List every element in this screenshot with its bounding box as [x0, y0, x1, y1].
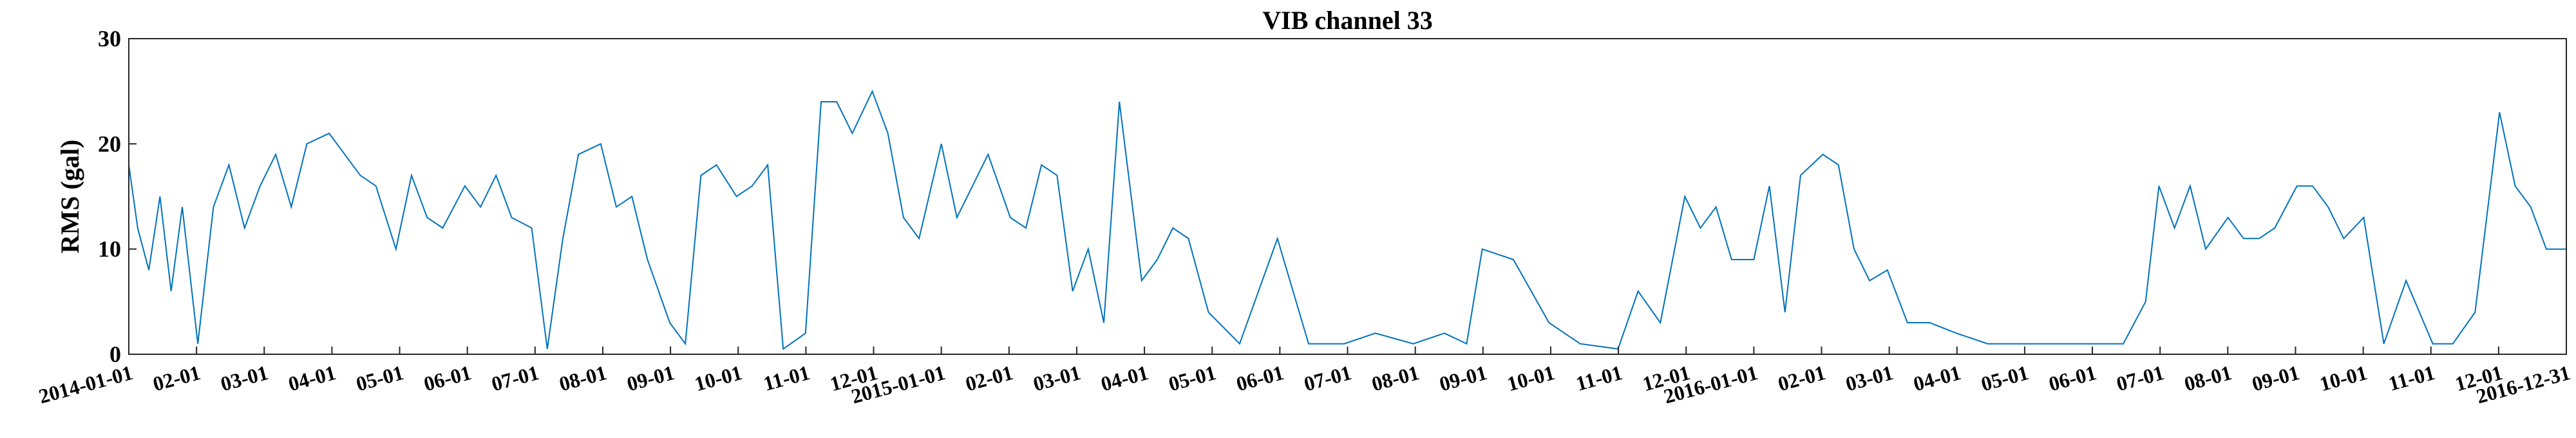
x-tick-label: 08-01 — [1369, 361, 1421, 395]
plot-area — [128, 90, 2566, 350]
y-tick-label: 10 — [98, 236, 121, 262]
y-tick-label: 30 — [98, 26, 121, 52]
x-tick-label: 03-01 — [1843, 361, 1895, 395]
x-tick-label: 09-01 — [2249, 361, 2302, 395]
series-line-0 — [128, 90, 2566, 350]
y-tick-label: 20 — [98, 131, 121, 157]
x-tick-label: 10-01 — [2317, 361, 2369, 395]
x-tick-label: 11-01 — [1573, 361, 1625, 395]
x-tick-label: 08-01 — [556, 361, 609, 395]
x-tick-label: 05-01 — [1166, 361, 1218, 395]
x-tick-label: 2014-01-01 — [36, 361, 135, 408]
x-tick-label: 05-01 — [354, 361, 406, 395]
x-tick-label: 03-01 — [218, 361, 270, 395]
y-axis-label: RMS (gal) — [55, 140, 84, 254]
x-tick-label: 09-01 — [1437, 361, 1489, 395]
x-tick-label: 07-01 — [1302, 361, 1354, 395]
x-tick-label: 06-01 — [2046, 361, 2098, 395]
plot-frame — [128, 38, 2567, 355]
x-tick-label: 11-01 — [761, 361, 812, 395]
x-tick-label: 03-01 — [1030, 361, 1083, 395]
x-tick-label: 06-01 — [421, 361, 473, 395]
x-tick-label: 07-01 — [489, 361, 541, 395]
x-tick-label: 02-01 — [963, 361, 1015, 395]
x-tick-label: 02-01 — [151, 361, 203, 395]
x-tick-label: 06-01 — [1234, 361, 1286, 395]
x-tick-label: 10-01 — [692, 361, 744, 395]
x-tick-label: 10-01 — [1504, 361, 1557, 395]
y-tick-label: 0 — [109, 341, 121, 367]
x-tick-label: 04-01 — [1911, 361, 1963, 395]
chart-title: VIB channel 33 — [1262, 6, 1433, 35]
x-axis: 2014-01-01 02-01 03-01 04-01 05-01 06-01 07-01… — [36, 347, 2573, 408]
x-tick-label: 07-01 — [2114, 361, 2166, 395]
x-tick-label: 08-01 — [2182, 361, 2234, 395]
x-tick-label: 05-01 — [1978, 361, 2031, 395]
y-axis: 0 10 20 30 — [98, 26, 137, 367]
x-tick-label: 04-01 — [1098, 361, 1150, 395]
x-tick-label: 11-01 — [2386, 361, 2438, 395]
x-tick-label: 02-01 — [1776, 361, 1828, 395]
x-tick-label: 04-01 — [286, 361, 338, 395]
x-tick-label: 09-01 — [624, 361, 676, 395]
